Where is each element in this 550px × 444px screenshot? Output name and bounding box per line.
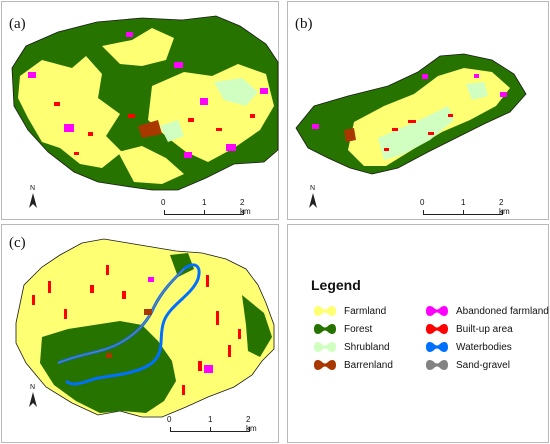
legend-item: Forest	[312, 321, 372, 337]
north-arrow-b: N	[308, 185, 322, 208]
legend-item-label: Forest	[344, 323, 373, 335]
barrenland-swatch	[314, 360, 336, 370]
land-use-map-c	[15, 238, 275, 418]
map-a-barrenland	[138, 120, 162, 138]
legend-item: Barrenland	[312, 357, 393, 373]
map-c-river-gravel	[57, 268, 185, 364]
legend-item-label: Built-up area	[456, 323, 513, 335]
land-use-map-b	[295, 53, 527, 175]
map-c-barren-patches	[106, 309, 152, 358]
panel-label-c: (c)	[9, 235, 26, 251]
map-a-shrubland-2	[160, 120, 184, 142]
legend-item: Shrubland	[312, 339, 390, 355]
scale-bar-b: 0 1 2 km	[420, 198, 510, 216]
map-b-built-up-patches	[384, 114, 453, 151]
north-arrow-a: N	[28, 185, 42, 208]
forest-swatch	[314, 324, 336, 334]
map-a-farmland-north	[102, 28, 174, 66]
legend-item: Abandoned farmland	[424, 303, 549, 319]
map-c-abandoned-patches	[148, 277, 213, 373]
sand-gravel-swatch	[426, 360, 448, 370]
legend-title: Legend	[311, 277, 361, 293]
waterbodies-swatch	[426, 342, 448, 352]
farmland-swatch	[314, 306, 336, 316]
legend-item-label: Shrubland	[344, 341, 390, 353]
shrubland-swatch	[314, 342, 336, 352]
map-a-built-up-patches	[54, 102, 255, 155]
map-a-farmland-south	[118, 146, 184, 184]
legend-item: Sand-gravel	[424, 357, 510, 373]
map-c-forest-central	[40, 321, 176, 413]
map-c-forest-east	[242, 295, 272, 357]
scale-bar-c: 0 1 2 km	[167, 415, 257, 433]
panel-a: (a) N 0 1 2 km	[1, 1, 279, 220]
map-a-farmland-west	[18, 56, 122, 168]
legend-item-label: Abandoned farmland	[456, 305, 549, 317]
legend-item-label: Sand-gravel	[456, 359, 510, 371]
map-b-shrubland-2	[466, 82, 488, 100]
legend-item-label: Waterbodies	[456, 341, 512, 353]
panel-label-a: (a)	[9, 16, 26, 32]
land-use-map-a	[11, 15, 279, 191]
legend-item-label: Farmland	[344, 305, 387, 317]
map-b-shrubland	[378, 106, 454, 160]
map-a-shrubland	[214, 78, 258, 106]
map-c-built-up-patches	[32, 265, 241, 395]
panel-c: (c) N 0 1 2 km	[1, 224, 279, 443]
legend-item: Farmland	[312, 303, 386, 319]
map-b-abandoned-patches	[312, 74, 507, 129]
map-a-abandoned-patches	[28, 32, 268, 158]
map-c-forest-north	[170, 253, 194, 277]
panel-b: (b) N 0 1 2 km	[287, 1, 549, 220]
north-arrow-c: N	[28, 384, 42, 407]
legend-item: Built-up area	[424, 321, 513, 337]
map-b-barrenland	[344, 128, 356, 142]
scale-bar-a: 0 1 2 km	[161, 198, 251, 216]
built-up-area-swatch	[426, 324, 448, 334]
abandoned-farmland-swatch	[426, 306, 448, 316]
legend-item-label: Barrenland	[344, 359, 393, 371]
panel-label-b: (b)	[295, 16, 313, 32]
legend-item: Waterbodies	[424, 339, 512, 355]
